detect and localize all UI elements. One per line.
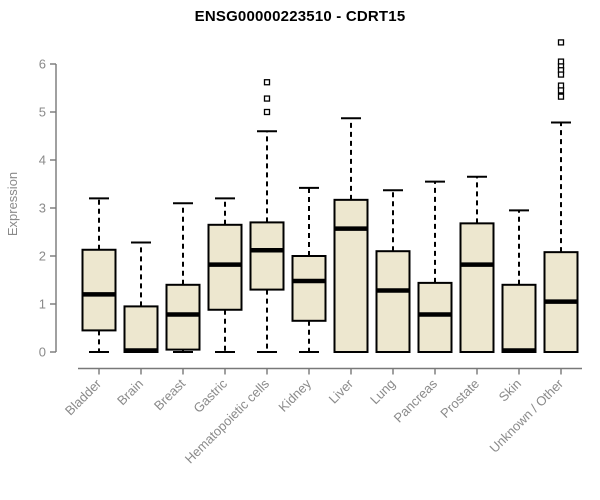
y-tick-label: 1 [39, 297, 46, 312]
box-brain [123, 305, 159, 353]
box-gastric [207, 223, 243, 311]
y-tick-label: 5 [39, 105, 46, 120]
x-tick-label-gastric: Gastric [190, 376, 230, 416]
box-prostate [459, 222, 495, 353]
outlier-point-unknown-other [557, 71, 565, 78]
y-tick-label: 0 [39, 345, 46, 360]
outlier-point-unknown-other [557, 93, 565, 100]
x-tick-label-prostate: Prostate [437, 376, 482, 421]
x-tick-label-pancreas: Pancreas [391, 376, 441, 426]
x-tick-label-bladder: Bladder [62, 376, 105, 419]
x-tick-label-brain: Brain [114, 376, 146, 408]
x-tick-label-breast: Breast [151, 376, 188, 413]
y-tick-label: 6 [39, 57, 46, 72]
chart-title: ENSG00000223510 - CDRT15 [194, 8, 406, 25]
x-tick-label-skin: Skin [496, 376, 524, 404]
box-hematopoietic-cells [249, 221, 285, 291]
box-skin [501, 283, 537, 353]
box-liver [333, 198, 369, 353]
box-pancreas [417, 281, 453, 354]
x-tick-label-kidney: Kidney [275, 376, 314, 415]
outlier-point-hematopoietic-cells [263, 108, 271, 116]
box-lung [375, 250, 411, 353]
x-tick-label-lung: Lung [367, 376, 398, 407]
outlier-point-hematopoietic-cells [263, 79, 271, 86]
y-tick-label: 3 [39, 201, 46, 216]
outlier-point-unknown-other [557, 39, 565, 46]
x-tick-label-liver: Liver [326, 376, 357, 407]
y-tick-label: 2 [39, 249, 46, 264]
y-tick-label: 4 [39, 153, 46, 168]
box-breast [165, 283, 201, 351]
outlier-point-hematopoietic-cells [263, 95, 271, 102]
x-tick-label-unknown-other: Unknown / Other [487, 376, 567, 456]
box-kidney [291, 255, 327, 322]
box-bladder [81, 248, 117, 332]
outlier-point-unknown-other [557, 87, 565, 94]
